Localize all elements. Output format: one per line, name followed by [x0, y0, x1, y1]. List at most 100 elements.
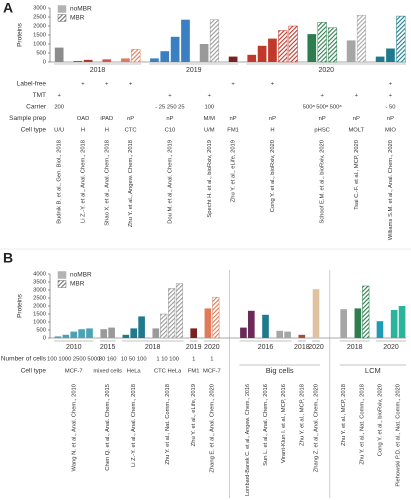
row-cell: 80 160	[99, 357, 117, 363]
bar-nombr	[386, 48, 395, 62]
year-label: 2018	[294, 344, 310, 351]
year-label: 2020	[308, 344, 324, 351]
row-cell: +	[129, 82, 133, 88]
year-label: 2018	[347, 344, 363, 351]
row-cell: +	[105, 82, 109, 88]
bar-nombr	[398, 306, 406, 338]
citation: Schoof E.M. et al., bioRxiv, 2020	[320, 140, 326, 224]
citation: Zhang Z. et al., Anal. Chem., 2020	[314, 384, 320, 472]
legend-label: MBR	[70, 281, 85, 288]
bar-mbr	[327, 27, 338, 63]
bar-nombr	[204, 308, 212, 338]
citation: Zhu Y. et al., Angew. Chem., 2018	[128, 140, 134, 227]
bar-nombr	[181, 19, 190, 62]
bar-mbr	[160, 313, 168, 339]
citation: Dou M. et al., Anal. Chem., 2019	[167, 140, 173, 224]
y-tick-label: 0	[43, 60, 46, 66]
row-cell: 10 50 100	[121, 357, 147, 363]
row-cell: nP	[387, 116, 394, 122]
row-cell: +	[389, 93, 393, 99]
bar-mbr	[212, 296, 220, 339]
y-axis-label: Proteins	[17, 293, 24, 318]
citation: Li Z.-Y. et al., Anal. Chem., 2018	[81, 140, 87, 223]
bar-mbr	[209, 19, 220, 63]
y-tick-label: 0	[43, 336, 46, 342]
bar-nombr	[54, 47, 64, 62]
bar-nombr	[276, 330, 284, 338]
bar-nombr	[73, 61, 83, 62]
bar-mbr	[396, 15, 406, 63]
bar-nombr	[354, 308, 362, 338]
citation: Zhu Y. et al., MCP, 2018	[299, 384, 305, 446]
legend-label: noMBR	[70, 272, 92, 279]
bar-nombr	[152, 328, 160, 338]
citation: Zhang E. et al., Anal. Chem., 2020	[209, 384, 215, 473]
row-cell: mixed cells	[93, 369, 122, 375]
bar-mbr	[317, 22, 327, 63]
bar-nombr	[262, 314, 269, 338]
citation: Zhu Y. et al., eLife, 2019	[231, 140, 237, 202]
y-tick-label: 2500	[33, 296, 46, 302]
year-label: 2010	[66, 344, 82, 351]
legend-label: MBR	[70, 15, 85, 22]
row-cell: - 25 250 25	[155, 105, 184, 111]
y-tick-label: 2000	[33, 24, 46, 30]
citation: Budnik B. et al., Gen. Biol., 2018	[57, 140, 63, 224]
y-tick-label: 500	[36, 51, 46, 57]
bar-nombr	[130, 328, 138, 338]
row-label: Cell type	[21, 127, 47, 134]
y-tick-label: 1500	[33, 33, 46, 39]
bar-nombr	[340, 309, 347, 338]
row-cell: M/M	[204, 116, 215, 122]
row-cell: H	[81, 128, 85, 134]
bar-nombr	[190, 328, 198, 338]
citation: Cong Y. et al., bioRxiv, 2020	[270, 140, 276, 212]
row-cell: nP	[166, 116, 173, 122]
row-cell: MCF-7	[65, 369, 83, 375]
bar-mbr	[288, 25, 298, 63]
row-cell: U/M	[204, 128, 215, 134]
year-label: 2016	[258, 344, 274, 351]
row-cell: nP	[319, 116, 326, 122]
row-label: Number of cells	[1, 356, 47, 363]
bar-nombr	[312, 289, 320, 338]
bar-nombr	[100, 329, 108, 338]
bar-nombr	[390, 310, 398, 338]
citation: Li Z.-Y. et al., Anal. Chem., 2018	[131, 384, 137, 467]
bar-nombr	[121, 58, 130, 62]
bar-nombr	[375, 56, 385, 62]
row-label: Label-free	[17, 81, 47, 88]
citation: Shao X. et al., Anal. Chem., 2018	[104, 140, 110, 226]
citation: Sun L. et al., Anal. Chem., 2016	[263, 384, 269, 466]
year-label: 2015	[100, 344, 116, 351]
row-cell: +	[271, 82, 275, 88]
y-tick-label: 3000	[33, 6, 46, 12]
row-cell: 100 1000 2500 5000	[47, 357, 100, 363]
bar-nombr	[102, 59, 112, 62]
row-cell: MCF-7	[203, 369, 221, 375]
year-label: 2020	[204, 344, 220, 351]
row-cell: +	[320, 93, 324, 99]
bar-nombr	[122, 334, 130, 338]
legend-swatch	[57, 14, 67, 22]
row-cell: +	[208, 93, 212, 99]
row-cell: MOLT	[348, 128, 364, 134]
bar-nombr	[54, 336, 62, 338]
row-cell: nP	[353, 116, 360, 122]
bar-nombr	[247, 310, 255, 338]
bar-nombr	[83, 59, 93, 62]
row-cell: 500ᵃ 500ᵃ 500ᵃ	[303, 105, 343, 111]
row-cell: nP	[230, 116, 237, 122]
year-label: 2019	[186, 344, 202, 351]
bar-mbr	[168, 288, 176, 339]
section-label: LCM	[365, 366, 381, 375]
row-label: Carrier	[26, 104, 47, 111]
y-tick-label: 1000	[33, 42, 46, 48]
citation: Piehowski P.D. et al., Nat. Comm., 2020	[396, 384, 402, 487]
row-cell: nP	[269, 116, 276, 122]
citation: Williams S.M. et al., Anal. Chem., 2020	[388, 140, 394, 240]
citation: Specht H. et al., bioRxiv, 2019	[207, 140, 213, 218]
row-cell: HeLa	[127, 369, 142, 375]
bar-mbr	[362, 285, 370, 339]
